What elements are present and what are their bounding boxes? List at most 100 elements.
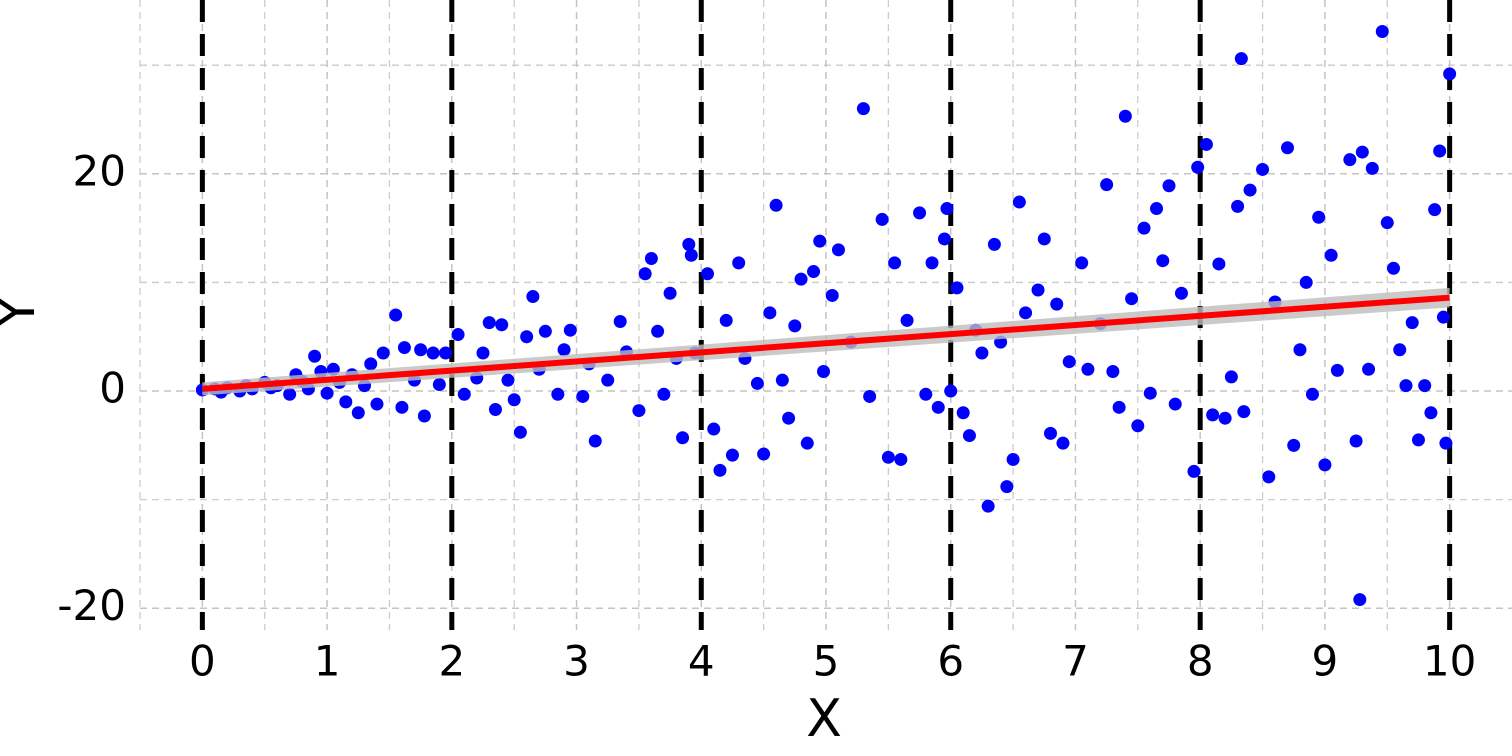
scatter-point bbox=[1287, 438, 1301, 452]
y-tick-label: 0 bbox=[99, 364, 126, 413]
y-tick-label: -20 bbox=[57, 581, 126, 630]
scatter-point bbox=[725, 448, 739, 462]
scatter-point bbox=[1218, 411, 1232, 425]
scatter-point bbox=[782, 411, 796, 425]
scatter-point bbox=[1305, 387, 1319, 401]
scatter-point bbox=[351, 406, 365, 420]
scatter-point bbox=[1443, 67, 1457, 81]
scatter-point bbox=[1439, 436, 1453, 450]
scatter-point bbox=[684, 248, 698, 262]
scatter-point bbox=[417, 409, 431, 423]
scatter-point bbox=[364, 357, 378, 371]
scatter-point bbox=[376, 346, 390, 360]
scatter-point bbox=[1405, 316, 1419, 330]
scatter-point bbox=[825, 288, 839, 302]
scatter-point bbox=[439, 346, 453, 360]
scatter-point bbox=[950, 281, 964, 295]
scatter-point bbox=[370, 397, 384, 411]
scatter-point bbox=[644, 252, 658, 266]
scatter-point bbox=[707, 422, 721, 436]
scatter-point bbox=[1056, 436, 1070, 450]
scatter-point bbox=[1112, 400, 1126, 414]
scatter-point bbox=[507, 393, 521, 407]
scatter-point bbox=[632, 404, 646, 418]
scatter-point bbox=[682, 237, 696, 251]
scatter-point bbox=[526, 290, 540, 304]
scatter-point bbox=[975, 346, 989, 360]
scatter-point bbox=[944, 384, 958, 398]
scatter-point bbox=[1012, 195, 1026, 209]
scatter-point bbox=[775, 373, 789, 387]
fit-line bbox=[202, 294, 1450, 392]
scatter-point bbox=[1191, 160, 1205, 174]
scatter-point bbox=[501, 373, 515, 387]
x-tick-label: 9 bbox=[1312, 637, 1339, 686]
scatter-point bbox=[1062, 355, 1076, 369]
scatter-point bbox=[283, 387, 297, 401]
scatter-point bbox=[807, 265, 821, 279]
scatter-point bbox=[676, 431, 690, 445]
scatter-point bbox=[769, 198, 783, 212]
scatter-point bbox=[1353, 593, 1367, 607]
scatter-point bbox=[638, 267, 652, 281]
scatter-point bbox=[1436, 310, 1450, 324]
scatter-point bbox=[588, 434, 602, 448]
scatter-point bbox=[482, 316, 496, 330]
scatter-point bbox=[513, 425, 527, 439]
scatter-point bbox=[657, 387, 671, 401]
scatter-point bbox=[1343, 153, 1357, 167]
scatter-point bbox=[476, 346, 490, 360]
scatter-point bbox=[1355, 145, 1369, 159]
x-tick-label: 8 bbox=[1187, 637, 1214, 686]
scatter-point bbox=[1106, 364, 1120, 378]
scatter-point bbox=[1299, 275, 1313, 289]
scatter-point bbox=[1433, 144, 1447, 158]
scatter-point bbox=[1293, 343, 1307, 357]
scatter-point bbox=[831, 243, 845, 257]
scatter-point bbox=[794, 272, 808, 286]
scatter-point bbox=[1206, 408, 1220, 422]
scatter-point bbox=[863, 389, 877, 403]
scatter-point bbox=[389, 308, 403, 322]
scatter-point bbox=[563, 323, 577, 337]
x-tick-label: 10 bbox=[1423, 637, 1476, 686]
scatter-point bbox=[1150, 202, 1164, 216]
scatter-point bbox=[1125, 292, 1139, 306]
scatter-point bbox=[1156, 254, 1170, 268]
scatter-point bbox=[1081, 362, 1095, 376]
scatter-point bbox=[1187, 464, 1201, 478]
scatter-point bbox=[788, 319, 802, 333]
scatter-point bbox=[1262, 470, 1276, 484]
scatter-point bbox=[1075, 256, 1089, 270]
scatter-point bbox=[750, 376, 764, 390]
scatter-point bbox=[856, 102, 870, 116]
scatter-point bbox=[1393, 343, 1407, 357]
scatter-point bbox=[1131, 419, 1145, 433]
scatter-point bbox=[757, 447, 771, 461]
scatter-point bbox=[1162, 179, 1176, 193]
scatter-point bbox=[987, 237, 1001, 251]
x-tick-label: 2 bbox=[438, 637, 465, 686]
scatter-point bbox=[940, 202, 954, 216]
scatter-point bbox=[551, 387, 565, 401]
y-axis-title: Y bbox=[0, 296, 47, 329]
scatter-point bbox=[956, 406, 970, 420]
scatter-point bbox=[1006, 452, 1020, 466]
scatter-point bbox=[1050, 297, 1064, 311]
x-tick-label: 7 bbox=[1062, 637, 1089, 686]
scatter-point bbox=[1044, 426, 1058, 440]
scatter-point bbox=[1365, 161, 1379, 175]
x-tick-label: 3 bbox=[563, 637, 590, 686]
scatter-point bbox=[719, 313, 733, 327]
scatter-point bbox=[1212, 257, 1226, 271]
scatter-point bbox=[576, 389, 590, 403]
scatter-point bbox=[900, 313, 914, 327]
scatter-point bbox=[1362, 362, 1376, 376]
scatter-point bbox=[1237, 405, 1251, 419]
scatter-point bbox=[495, 318, 509, 332]
scatter-point bbox=[1118, 109, 1132, 123]
scatter-point bbox=[894, 452, 908, 466]
x-tick-label: 0 bbox=[189, 637, 216, 686]
scatter-point bbox=[320, 386, 334, 400]
